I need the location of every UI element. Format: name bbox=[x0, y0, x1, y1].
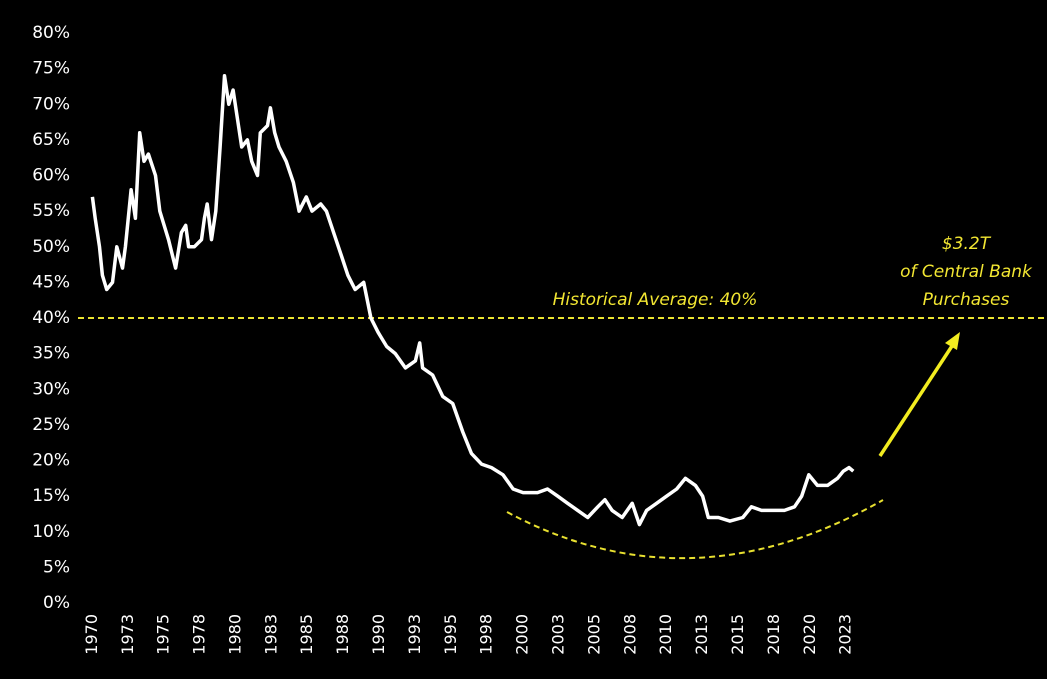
x-tick-label: 2000 bbox=[513, 614, 532, 655]
x-tick-label: 1978 bbox=[190, 614, 209, 655]
y-tick-label: 30% bbox=[32, 379, 70, 399]
x-tick-label: 1973 bbox=[118, 614, 137, 655]
y-tick-label: 65% bbox=[32, 130, 70, 150]
callout-line: of Central Bank bbox=[900, 262, 1033, 282]
y-tick-label: 50% bbox=[32, 237, 70, 257]
x-tick-label: 2018 bbox=[764, 614, 783, 655]
y-tick-label: 10% bbox=[32, 522, 70, 542]
x-tick-label: 2023 bbox=[836, 614, 855, 655]
callout-line: Purchases bbox=[923, 290, 1010, 310]
y-tick-label: 75% bbox=[32, 59, 70, 79]
y-tick-label: 70% bbox=[32, 94, 70, 114]
x-tick-label: 1985 bbox=[297, 614, 316, 655]
x-tick-label: 2015 bbox=[728, 614, 747, 655]
x-tick-label: 2013 bbox=[692, 614, 711, 655]
x-tick-label: 1988 bbox=[333, 614, 352, 655]
y-tick-label: 40% bbox=[32, 308, 70, 328]
arrow-head bbox=[945, 332, 960, 350]
x-tick-label: 1975 bbox=[154, 614, 173, 655]
x-tick-label: 2005 bbox=[584, 614, 603, 655]
y-tick-label: 0% bbox=[43, 593, 70, 613]
x-tick-label: 2020 bbox=[800, 614, 819, 655]
x-tick-label: 1993 bbox=[405, 614, 424, 655]
x-tick-label: 1990 bbox=[369, 614, 388, 655]
x-tick-label: 1980 bbox=[225, 614, 244, 655]
y-tick-label: 15% bbox=[32, 486, 70, 506]
x-tick-label: 1998 bbox=[477, 614, 496, 655]
data-line bbox=[90, 74, 855, 527]
x-tick-label: 1995 bbox=[441, 614, 460, 655]
y-tick-label: 80% bbox=[32, 23, 70, 43]
x-tick-label: 1983 bbox=[261, 614, 280, 655]
y-tick-label: 25% bbox=[32, 415, 70, 435]
callout-line: $3.2T bbox=[942, 234, 992, 254]
y-tick-label: 35% bbox=[32, 344, 70, 364]
y-tick-label: 5% bbox=[43, 557, 70, 577]
x-tick-label: 2003 bbox=[549, 614, 568, 655]
y-tick-label: 45% bbox=[32, 272, 70, 292]
reference-label: Historical Average: 40% bbox=[553, 290, 758, 310]
x-tick-label: 1970 bbox=[82, 614, 101, 655]
arrow-shaft bbox=[878, 345, 954, 457]
y-tick-label: 60% bbox=[32, 166, 70, 186]
trough-curve bbox=[506, 499, 884, 560]
x-tick-label: 2008 bbox=[620, 614, 639, 655]
y-tick-label: 20% bbox=[32, 451, 70, 471]
y-tick-label: 55% bbox=[32, 201, 70, 221]
x-tick-label: 2010 bbox=[656, 614, 675, 655]
